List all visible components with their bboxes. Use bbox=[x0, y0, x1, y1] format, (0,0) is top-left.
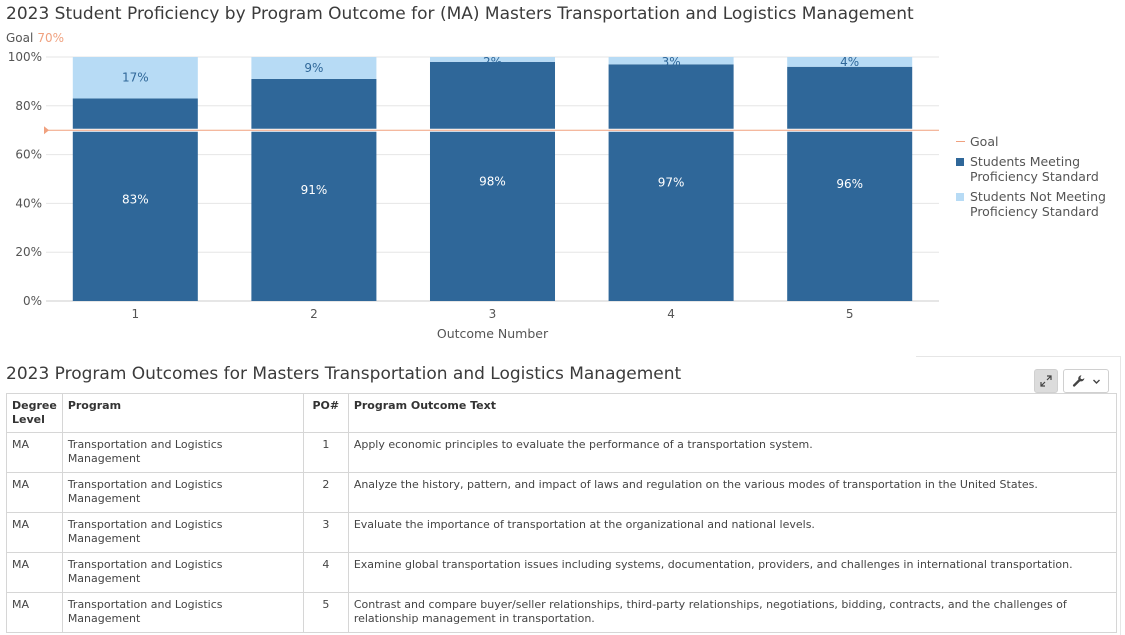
cell-po: 2 bbox=[302, 472, 349, 513]
y-tick-label: 40% bbox=[15, 196, 42, 210]
stacked-bar-chart: 0% 20% 40% 60% 80% 100% 83% 17% 1 91% 9% 2 98% 2% 3 97%… bbox=[8, 50, 939, 341]
cell-degree: MA bbox=[6, 552, 63, 593]
x-tick-label: 1 bbox=[131, 307, 139, 321]
table-row: MA Transportation and Logistics Manageme… bbox=[6, 432, 1118, 473]
goal-marker bbox=[44, 126, 49, 135]
bar-meeting bbox=[429, 61, 556, 301]
bar-meeting bbox=[787, 66, 913, 301]
y-tick-label: 80% bbox=[15, 99, 42, 113]
data-label-not-meeting: 3% bbox=[662, 55, 681, 69]
legend-not-meeting-swatch bbox=[956, 193, 964, 201]
legend-meeting-label: Students Meeting Proficiency Standard bbox=[970, 154, 1099, 184]
goal-value: 70% bbox=[37, 31, 64, 45]
data-label-not-meeting: 9% bbox=[304, 61, 323, 75]
legend-item-not-meeting[interactable]: Students Not Meeting Proficiency Standar… bbox=[956, 189, 1110, 219]
data-label-not-meeting: 2% bbox=[483, 55, 502, 69]
table-row: MA Transportation and Logistics Manageme… bbox=[6, 552, 1118, 593]
table-row: MA Transportation and Logistics Manageme… bbox=[6, 592, 1118, 633]
header-program[interactable]: Program bbox=[61, 393, 304, 433]
cell-program: Transportation and Logistics Management bbox=[61, 592, 304, 633]
data-label-not-meeting: 4% bbox=[840, 55, 859, 69]
panel-tools bbox=[1034, 369, 1109, 393]
legend-goal-label: Goal bbox=[970, 134, 999, 149]
bar-not-meeting bbox=[72, 57, 198, 99]
table-header-row: Degree Level Program PO# Program Outcome… bbox=[6, 393, 1118, 433]
header-po-number[interactable]: PO# bbox=[302, 393, 349, 433]
table-row: MA Transportation and Logistics Manageme… bbox=[6, 472, 1118, 513]
expand-button[interactable] bbox=[1034, 369, 1058, 393]
wrench-icon bbox=[1072, 375, 1084, 387]
data-label-not-meeting: 17% bbox=[122, 71, 149, 85]
cell-program: Transportation and Logistics Management bbox=[61, 512, 304, 553]
y-tick-label: 100% bbox=[8, 50, 42, 64]
x-axis-label: Outcome Number bbox=[437, 326, 549, 341]
cell-po: 5 bbox=[302, 592, 349, 633]
cell-po: 4 bbox=[302, 552, 349, 593]
cell-outcome-text: Analyze the history, pattern, and impact… bbox=[347, 472, 1118, 513]
panel-top-border bbox=[916, 356, 1121, 359]
cell-po: 3 bbox=[302, 512, 349, 553]
cell-outcome-text: Examine global transportation issues inc… bbox=[347, 552, 1118, 593]
legend-item-goal[interactable]: Goal bbox=[956, 134, 1110, 149]
bar-not-meeting bbox=[787, 57, 913, 67]
bar-not-meeting bbox=[608, 57, 734, 65]
cell-outcome-text: Evaluate the importance of transportatio… bbox=[347, 512, 1118, 553]
cell-degree: MA bbox=[6, 472, 63, 513]
x-tick-label: 5 bbox=[846, 307, 854, 321]
cell-degree: MA bbox=[6, 592, 63, 633]
legend-item-meeting[interactable]: Students Meeting Proficiency Standard bbox=[956, 154, 1110, 184]
x-tick-label: 3 bbox=[489, 307, 497, 321]
bar-meeting bbox=[72, 98, 198, 301]
header-degree-level[interactable]: Degree Level bbox=[6, 393, 63, 433]
bar-not-meeting bbox=[251, 57, 377, 79]
chart-title: 2023 Student Proficiency by Program Outc… bbox=[6, 4, 914, 24]
data-label-meeting: 91% bbox=[301, 183, 328, 197]
table-title: 2023 Program Outcomes for Masters Transp… bbox=[6, 364, 682, 384]
data-label-meeting: 96% bbox=[836, 177, 863, 191]
outcomes-table: Degree Level Program PO# Program Outcome… bbox=[6, 393, 1118, 633]
cell-program: Transportation and Logistics Management bbox=[61, 472, 304, 513]
cell-outcome-text: Apply economic principles to evaluate th… bbox=[347, 432, 1118, 473]
legend-goal-line bbox=[956, 141, 965, 142]
goal-indicator: Goal 70% bbox=[6, 31, 64, 45]
chevron-down-icon bbox=[1092, 379, 1100, 384]
y-tick-label: 60% bbox=[15, 148, 42, 162]
legend-not-meeting-label: Students Not Meeting Proficiency Standar… bbox=[970, 189, 1106, 219]
goal-label: Goal bbox=[6, 31, 34, 45]
expand-icon bbox=[1040, 375, 1052, 387]
cell-program: Transportation and Logistics Management bbox=[61, 552, 304, 593]
data-label-meeting: 98% bbox=[479, 174, 506, 188]
bar-meeting bbox=[608, 64, 734, 301]
bar-meeting bbox=[251, 78, 377, 302]
table-row: MA Transportation and Logistics Manageme… bbox=[6, 512, 1118, 553]
chart-legend: Goal Students Meeting Proficiency Standa… bbox=[956, 134, 1110, 224]
data-label-meeting: 97% bbox=[658, 176, 685, 190]
bar-not-meeting bbox=[429, 57, 556, 62]
panel-right-border bbox=[1120, 356, 1121, 635]
legend-meeting-swatch bbox=[956, 158, 964, 166]
x-tick-label: 2 bbox=[310, 307, 318, 321]
cell-outcome-text: Contrast and compare buyer/seller relati… bbox=[347, 592, 1118, 633]
y-tick-label: 20% bbox=[15, 245, 42, 259]
x-tick-label: 4 bbox=[667, 307, 675, 321]
y-tick-label: 0% bbox=[23, 294, 42, 308]
data-label-meeting: 83% bbox=[122, 193, 149, 207]
cell-degree: MA bbox=[6, 512, 63, 553]
cell-program: Transportation and Logistics Management bbox=[61, 432, 304, 473]
settings-dropdown-button[interactable] bbox=[1063, 369, 1109, 393]
cell-degree: MA bbox=[6, 432, 63, 473]
cell-po: 1 bbox=[302, 432, 349, 473]
header-outcome-text[interactable]: Program Outcome Text bbox=[347, 393, 1118, 433]
